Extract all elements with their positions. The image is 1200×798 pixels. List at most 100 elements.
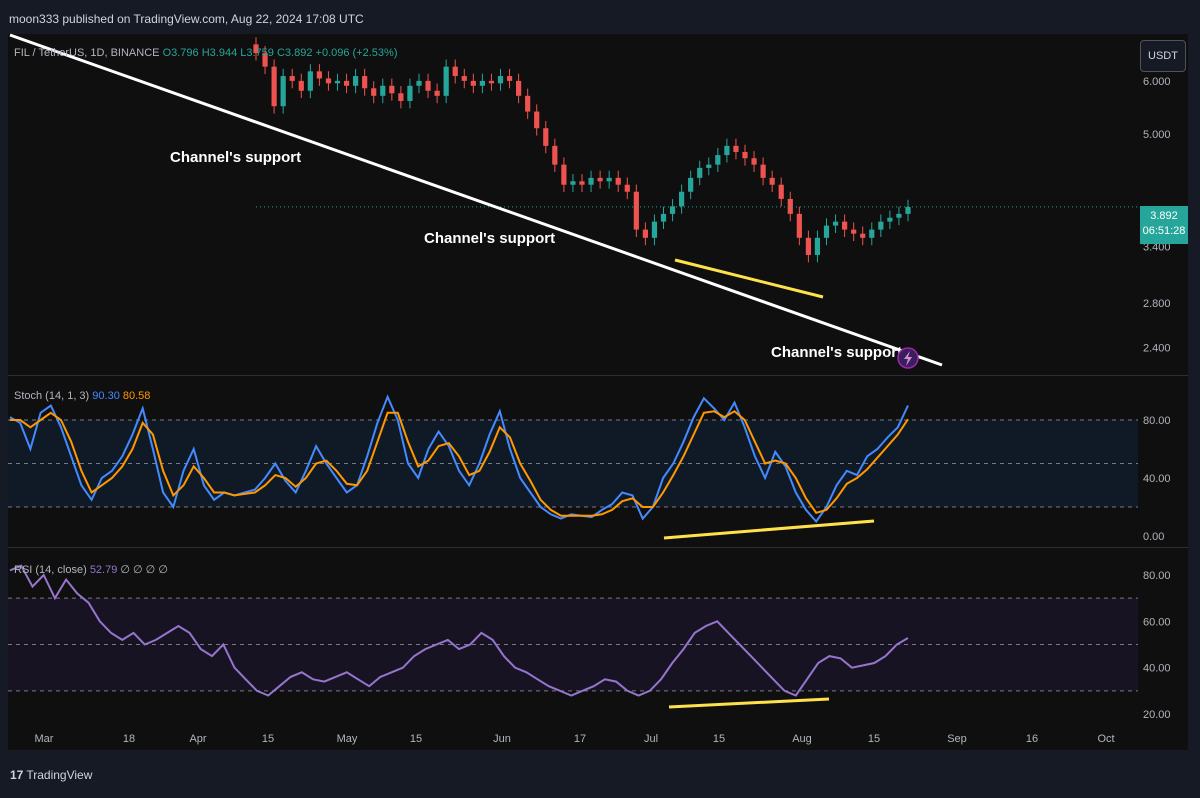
candle-body <box>760 164 766 178</box>
candle-body <box>706 164 712 168</box>
open-value: O3.796 <box>162 47 199 59</box>
channel-support-label: Channel's support <box>424 230 555 247</box>
x-tick-label: Oct <box>1097 733 1114 745</box>
candle-body <box>688 177 694 192</box>
candle-body <box>461 76 467 81</box>
candle-body <box>334 80 341 84</box>
low-value: L3.759 <box>240 47 274 59</box>
candle-body <box>633 191 639 230</box>
candle-body <box>851 229 857 234</box>
top-bar: moon333 published on TradingView.com, Au… <box>0 0 1200 34</box>
rsi-band-fill <box>8 598 1138 691</box>
candle-body <box>832 221 839 226</box>
candle-body <box>289 76 295 81</box>
currency-button[interactable]: USDT <box>1140 40 1186 72</box>
rsi-line <box>9 564 909 697</box>
stoch-axis-label: 80.00 <box>1143 415 1171 427</box>
bar-countdown: 06:51:28 <box>1142 225 1186 237</box>
stoch-d-value: 80.58 <box>122 390 151 402</box>
candle-body <box>842 221 848 230</box>
rsi-legend: RSI (14, close) 52.79 ∅ ∅ ∅ ∅ <box>14 563 168 576</box>
x-tick-label: 15 <box>713 733 725 745</box>
candle-body <box>425 80 431 91</box>
candle-body <box>642 229 648 238</box>
price-legend: FIL / TetherUS, 1D, BINANCE O3.796 H3.94… <box>14 47 397 59</box>
candle-body <box>488 80 495 84</box>
rsi-extra: ∅ ∅ ∅ ∅ <box>120 564 168 576</box>
candle-body <box>733 145 739 152</box>
candle-body <box>887 217 893 222</box>
x-tick-label: Jul <box>644 733 658 745</box>
stoch-axis-label: 0.00 <box>1143 531 1164 543</box>
candle-body <box>787 198 793 214</box>
rsi-divergence-line <box>668 697 830 709</box>
candle-body <box>697 167 703 178</box>
x-tick-label: 17 <box>574 733 586 745</box>
rsi-axis-label: 40.00 <box>1143 663 1171 675</box>
x-tick-label: 15 <box>410 733 422 745</box>
channel-support-label: Channel's support <box>170 149 301 166</box>
candle-body <box>579 181 585 185</box>
candle-body <box>479 80 485 86</box>
tradingview-brand: TradingView <box>26 768 93 782</box>
candle-body <box>860 233 866 238</box>
candle-body <box>715 155 721 165</box>
stoch-legend: Stoch (14, 1, 3) 90.30 80.58 <box>14 390 150 402</box>
candle-body <box>615 177 621 185</box>
candle-body <box>307 71 313 91</box>
candle-body <box>534 111 540 129</box>
candle-body <box>497 76 504 84</box>
candle-body <box>543 128 549 146</box>
candle-body <box>552 145 558 165</box>
candle-body <box>570 181 576 185</box>
candle-body <box>724 145 730 156</box>
stoch-band-fill <box>8 420 1138 507</box>
candle-body <box>280 76 286 107</box>
candle-body <box>353 76 359 86</box>
rsi-axis-label: 20.00 <box>1143 709 1171 721</box>
candle-body <box>823 225 830 238</box>
x-tick-label: Mar <box>35 733 54 745</box>
candle-body <box>271 66 277 107</box>
stoch-divergence-line <box>663 519 875 540</box>
x-tick-label: 15 <box>868 733 880 745</box>
candle-body <box>669 206 676 214</box>
candle-body <box>407 85 413 101</box>
candle-body <box>262 53 268 67</box>
stoch-k-line <box>9 394 909 524</box>
candle-body <box>316 71 322 79</box>
candle-body <box>380 85 386 96</box>
stoch-k-value: 90.30 <box>92 390 120 402</box>
x-tick-label: Apr <box>189 733 206 745</box>
price-axis-label: 3.400 <box>1143 241 1171 253</box>
candle-body <box>751 158 757 165</box>
rsi-axis-label: 60.00 <box>1143 616 1171 628</box>
candle-body <box>525 95 531 112</box>
candle-body <box>805 237 811 255</box>
candle-body <box>742 151 748 159</box>
high-value: H3.944 <box>201 47 238 59</box>
candle-body <box>597 177 603 182</box>
tradingview-logo[interactable]: 17 TradingView <box>10 768 92 782</box>
stoch-axis-label: 40.00 <box>1143 473 1171 485</box>
candle-body <box>660 213 667 222</box>
x-tick-label: 16 <box>1026 733 1038 745</box>
x-tick-label: Jun <box>493 733 511 745</box>
price-divergence-line <box>674 258 824 299</box>
symbol-label: FIL / TetherUS, 1D, BINANCE <box>14 47 160 59</box>
candle-body <box>470 80 476 86</box>
candle-body <box>398 93 404 101</box>
candle-body <box>389 85 395 94</box>
change-value: +0.096 (+2.53%) <box>315 47 398 59</box>
rsi-value: 52.79 <box>89 564 118 576</box>
pane-separator-rsi[interactable] <box>8 547 1188 548</box>
price-axis-label: 6.000 <box>1143 76 1171 88</box>
stoch-d-line <box>10 410 909 517</box>
candle-body <box>416 80 422 86</box>
pane-separator-stoch[interactable] <box>8 375 1188 376</box>
rsi-axis-label: 80.00 <box>1143 570 1171 582</box>
candle-body <box>679 191 685 207</box>
footer <box>0 750 1200 798</box>
candle-body <box>362 76 368 89</box>
